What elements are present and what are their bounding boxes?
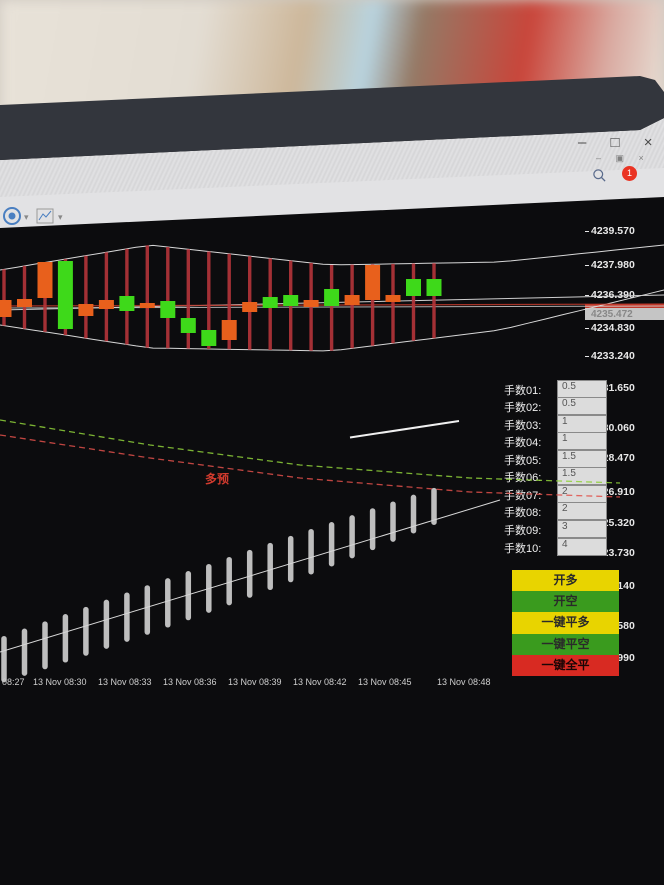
svg-text:▾: ▾ bbox=[58, 212, 63, 222]
svg-text:▾: ▾ bbox=[24, 212, 29, 222]
